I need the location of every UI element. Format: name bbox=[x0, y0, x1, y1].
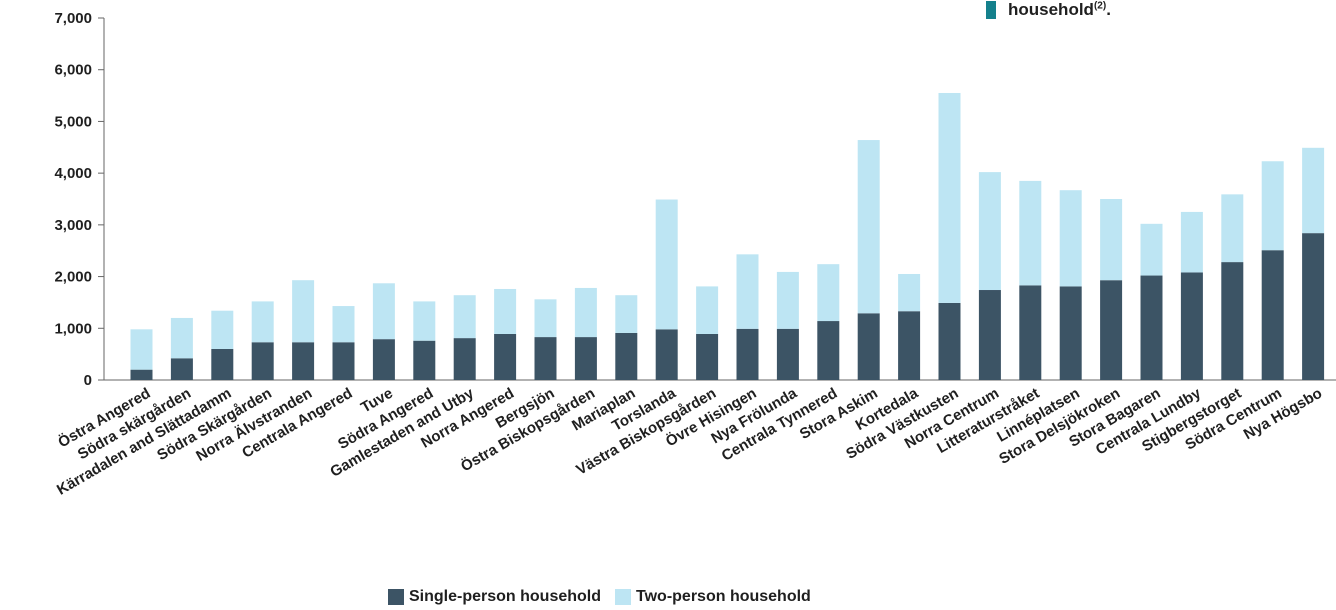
bar-single-person bbox=[1180, 272, 1203, 380]
bar-two-person bbox=[1059, 190, 1082, 287]
bar-single-person bbox=[332, 342, 355, 380]
bar-single-person bbox=[776, 328, 799, 380]
bar-two-person bbox=[1221, 194, 1244, 263]
legend-swatch-two bbox=[615, 589, 632, 605]
bar-single-person bbox=[372, 339, 395, 380]
bar-two-person bbox=[978, 172, 1001, 291]
bar-two-person bbox=[1261, 161, 1284, 251]
legend-label-two: Two-person household bbox=[636, 588, 811, 605]
bar-two-person bbox=[170, 317, 193, 359]
y-tick-label: 3,000 bbox=[54, 217, 92, 234]
bar-two-person bbox=[655, 199, 678, 330]
bar-single-person bbox=[170, 358, 193, 380]
bar-single-person bbox=[1302, 233, 1325, 380]
bar-single-person bbox=[211, 348, 234, 380]
bar-single-person bbox=[413, 340, 436, 380]
y-tick-label: 2,000 bbox=[54, 269, 92, 286]
bar-single-person bbox=[251, 342, 274, 380]
legend-item-single: Single-person household bbox=[388, 588, 601, 606]
bar-two-person bbox=[211, 310, 234, 349]
bar-single-person bbox=[736, 328, 759, 380]
y-tick-label: 5,000 bbox=[54, 113, 92, 130]
note-callout: household(2). bbox=[986, 0, 1111, 20]
bar-single-person bbox=[1261, 250, 1284, 380]
bar-two-person bbox=[1180, 211, 1203, 273]
bar-single-person bbox=[1100, 280, 1123, 380]
note-footnote-marker: (2) bbox=[1093, 0, 1107, 12]
bar-two-person bbox=[938, 92, 961, 303]
bar-two-person bbox=[372, 283, 395, 340]
bar-single-person bbox=[130, 369, 153, 380]
bar-two-person bbox=[776, 271, 799, 329]
bar-two-person bbox=[332, 306, 355, 343]
y-tick-label: 6,000 bbox=[54, 62, 92, 79]
bar-single-person bbox=[978, 290, 1001, 380]
y-tick-label: 1,000 bbox=[54, 320, 92, 337]
bar-single-person bbox=[453, 338, 476, 380]
note-accent-bar bbox=[986, 1, 996, 19]
bar-two-person bbox=[615, 295, 638, 333]
bar-two-person bbox=[817, 264, 840, 322]
bar-two-person bbox=[1302, 147, 1325, 234]
y-tick-label: 7,000 bbox=[54, 10, 92, 27]
y-tick-label: 4,000 bbox=[54, 165, 92, 182]
bars bbox=[130, 92, 1325, 380]
bar-single-person bbox=[898, 311, 921, 380]
bar-single-person bbox=[1221, 262, 1244, 380]
bar-single-person bbox=[1059, 286, 1082, 380]
bar-single-person bbox=[1140, 275, 1163, 380]
bar-two-person bbox=[1019, 180, 1042, 286]
bar-single-person bbox=[857, 313, 880, 380]
legend-item-two: Two-person household bbox=[615, 588, 811, 606]
bar-single-person bbox=[494, 333, 517, 380]
bar-two-person bbox=[130, 329, 153, 370]
bar-two-person bbox=[898, 273, 921, 312]
bar-two-person bbox=[292, 280, 315, 343]
bar-single-person bbox=[574, 337, 597, 380]
bar-two-person bbox=[251, 301, 274, 343]
bar-two-person bbox=[534, 299, 557, 338]
bar-two-person bbox=[1100, 199, 1123, 281]
bar-two-person bbox=[574, 287, 597, 338]
bar-two-person bbox=[1140, 223, 1163, 276]
bar-two-person bbox=[453, 295, 476, 339]
bar-two-person bbox=[696, 286, 719, 334]
bar-single-person bbox=[292, 342, 315, 380]
bar-single-person bbox=[938, 302, 961, 380]
note-text: household(2). bbox=[1008, 0, 1111, 19]
y-tick-label: 0 bbox=[84, 372, 92, 389]
bar-single-person bbox=[1019, 285, 1042, 380]
bar-single-person bbox=[696, 333, 719, 380]
legend-swatch-single bbox=[388, 589, 404, 605]
bar-single-person bbox=[534, 337, 557, 380]
legend-label-single: Single-person household bbox=[409, 588, 602, 605]
bar-single-person bbox=[655, 329, 678, 380]
bar-two-person bbox=[736, 254, 759, 329]
bar-two-person bbox=[413, 301, 436, 341]
bar-two-person bbox=[494, 288, 517, 334]
bar-two-person bbox=[857, 140, 880, 314]
bar-single-person bbox=[817, 321, 840, 380]
bar-single-person bbox=[615, 332, 638, 380]
legend: Single-person household Two-person house… bbox=[388, 588, 817, 606]
